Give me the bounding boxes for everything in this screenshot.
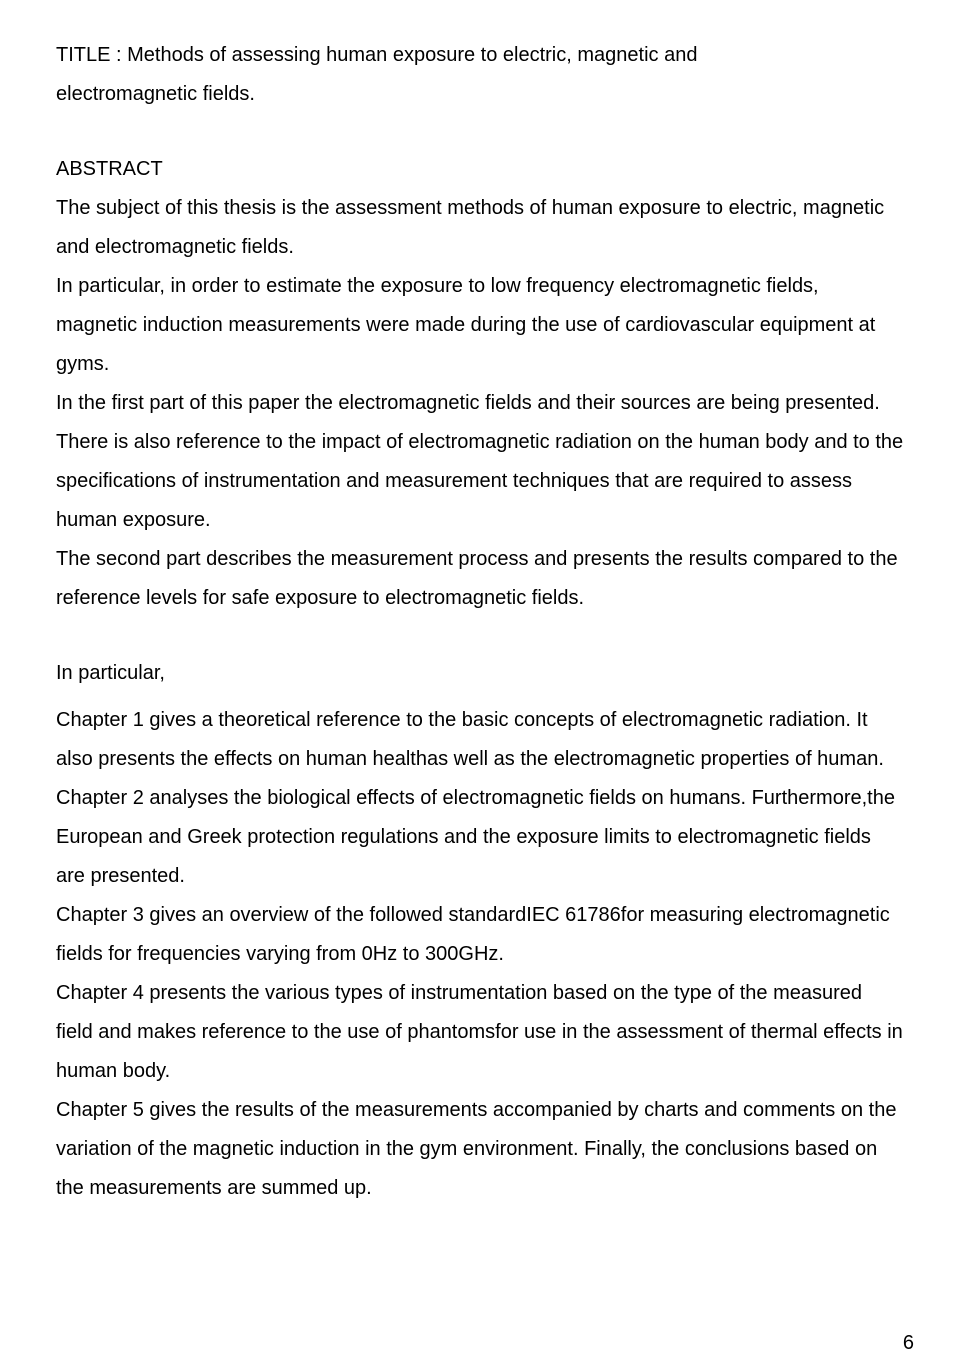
chapter-paragraph: Chapter 1 gives a theoretical reference …: [56, 701, 904, 779]
spacer: [56, 618, 904, 654]
title-line: electromagnetic fields.: [56, 75, 904, 114]
page-number: 6: [903, 1332, 914, 1355]
in-particular-line: In particular,: [56, 654, 904, 693]
abstract-heading: ABSTRACT: [56, 150, 904, 189]
abstract-paragraph: The subject of this thesis is the assess…: [56, 189, 904, 267]
chapter-paragraph: Chapter 5 gives the results of the measu…: [56, 1091, 904, 1208]
chapter-paragraph: Chapter 2 analyses the biological effect…: [56, 779, 904, 896]
abstract-paragraph: In particular, in order to estimate the …: [56, 267, 904, 384]
chapter-paragraph: Chapter 3 gives an overview of the follo…: [56, 896, 904, 974]
spacer: [56, 114, 904, 150]
document-page: TITLE : Methods of assessing human expos…: [0, 0, 960, 1369]
chapter-paragraph: Chapter 4 presents the various types of …: [56, 974, 904, 1091]
abstract-paragraph: In the first part of this paper the elec…: [56, 384, 904, 540]
spacer: [56, 693, 904, 701]
title-line: TITLE : Methods of assessing human expos…: [56, 36, 904, 75]
abstract-paragraph: The second part describes the measuremen…: [56, 540, 904, 618]
